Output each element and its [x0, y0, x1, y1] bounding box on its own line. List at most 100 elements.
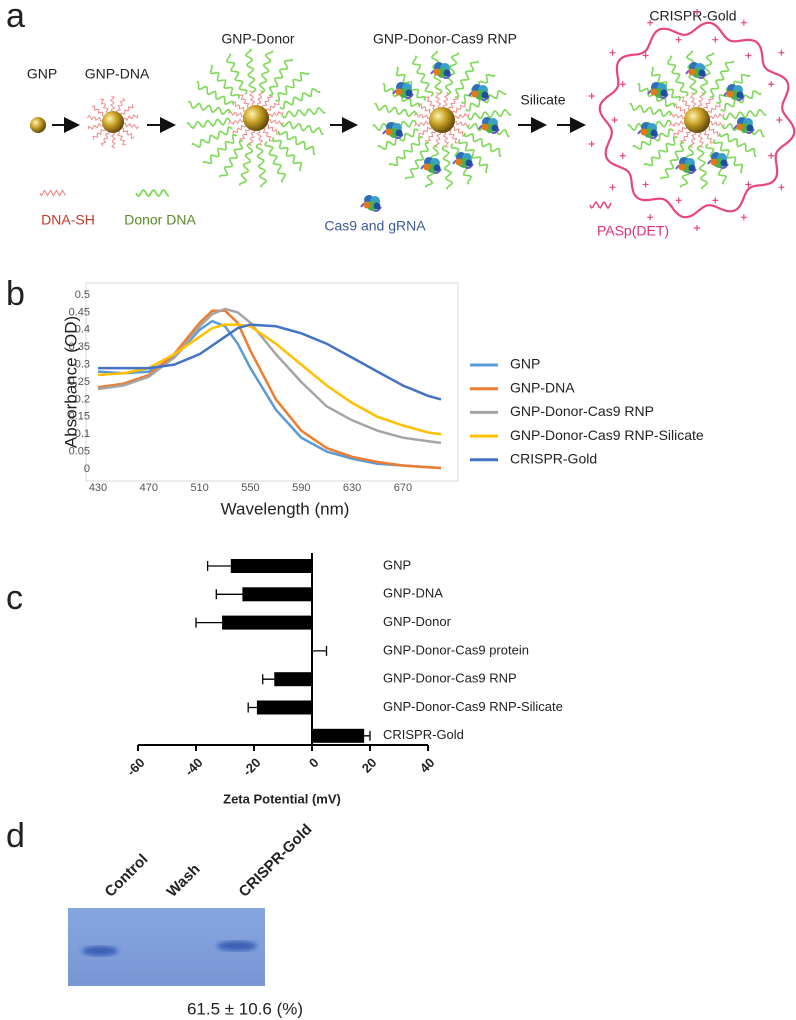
- strand: [268, 58, 294, 97]
- strand: [702, 95, 714, 113]
- strand: [629, 102, 673, 118]
- strand: [100, 128, 110, 147]
- legend-label: Donor DNA: [124, 212, 196, 228]
- strand: [444, 52, 460, 96]
- strand: [225, 53, 248, 95]
- y-tick-label: 0.3: [75, 359, 90, 371]
- y-tick-label: 0.4: [75, 324, 90, 336]
- bar: [242, 587, 312, 602]
- strand: [395, 66, 427, 102]
- legend-label: DNA-SH: [41, 212, 95, 228]
- protein: [443, 69, 451, 77]
- y-tick-label: 0.35: [69, 341, 90, 353]
- strand: [374, 102, 418, 118]
- protein: [455, 158, 463, 166]
- protein: [481, 123, 489, 131]
- charge: [740, 214, 747, 221]
- stage-label: GNP: [27, 66, 57, 82]
- protein: [471, 90, 479, 98]
- strand: [467, 108, 512, 121]
- strand: [115, 128, 126, 146]
- strand: [261, 93, 273, 111]
- panel-label: b: [6, 275, 25, 313]
- x-axis-title: Zeta Potential (mV): [223, 791, 341, 806]
- y-tick-label: 0.2: [75, 393, 90, 405]
- strand: [442, 91, 450, 111]
- strand: [446, 128, 459, 144]
- protein: [363, 201, 371, 209]
- strand: [191, 126, 233, 149]
- strand: [465, 89, 507, 112]
- charge: [588, 92, 595, 99]
- strand: [248, 127, 256, 147]
- strand: [680, 127, 692, 145]
- protein: [465, 159, 473, 167]
- strand: [463, 132, 502, 158]
- strand: [232, 122, 248, 135]
- y-axis-title: Absorbance (OD): [61, 316, 80, 448]
- strand: [404, 141, 430, 180]
- stage-label: GNP-Donor-Cas9 RNP: [373, 31, 517, 47]
- strand: [86, 114, 106, 122]
- charge: [745, 52, 752, 59]
- strand: [441, 129, 450, 148]
- error-bar: [364, 730, 371, 741]
- lane-label: Control: [102, 851, 152, 901]
- strand: [218, 139, 244, 178]
- category-label: GNP: [383, 557, 411, 572]
- legend-strand: [135, 188, 170, 198]
- panel-label: a: [6, 0, 25, 35]
- strand: [248, 90, 257, 109]
- strand: [650, 66, 682, 102]
- strand: [673, 124, 689, 137]
- legend-strand: [589, 200, 612, 210]
- strand: [196, 80, 235, 106]
- strand: [110, 129, 117, 149]
- legend-label: PASp(DET): [597, 223, 669, 239]
- error-bar: [247, 702, 257, 713]
- protein: [373, 202, 381, 210]
- legend-label: GNP: [510, 356, 540, 372]
- protein: [736, 123, 744, 131]
- gel-band: [82, 946, 118, 956]
- strand: [697, 91, 705, 111]
- x-axis-title: Wavelength (nm): [221, 499, 350, 518]
- strand: [260, 126, 273, 142]
- charge: [619, 81, 626, 88]
- x-tick-label: -20: [240, 755, 264, 779]
- strand: [696, 145, 709, 190]
- strand: [92, 126, 107, 140]
- gold-particle: [30, 117, 46, 133]
- charge: [642, 181, 649, 188]
- strand: [265, 110, 284, 119]
- charge: [778, 184, 785, 191]
- protein: [481, 91, 489, 99]
- series-line: [97, 307, 442, 445]
- charge: [647, 19, 654, 26]
- strand: [668, 112, 688, 120]
- strand: [91, 105, 108, 118]
- gold-particle: [243, 105, 269, 131]
- x-tick-label: 20: [359, 755, 380, 776]
- strand: [425, 127, 437, 145]
- strand: [255, 127, 264, 146]
- x-tick-label: 630: [343, 482, 361, 494]
- strand: [413, 112, 433, 120]
- protein: [433, 68, 441, 76]
- bar: [230, 559, 312, 573]
- strand: [712, 138, 744, 174]
- strand: [706, 120, 726, 128]
- category-label: GNP-Donor: [383, 614, 452, 629]
- strand: [627, 119, 672, 132]
- legend-label: Cas9 and gRNA: [324, 218, 426, 234]
- strand: [264, 141, 287, 183]
- protein: [433, 164, 441, 172]
- strand: [434, 129, 442, 149]
- category-label: CRISPR-Gold: [383, 727, 464, 742]
- category-label: GNP-DNA: [383, 586, 443, 601]
- charge: [619, 152, 626, 159]
- charge: [712, 36, 719, 43]
- charge: [588, 141, 595, 148]
- strand: [425, 96, 438, 112]
- y-tick-label: 0: [84, 463, 90, 475]
